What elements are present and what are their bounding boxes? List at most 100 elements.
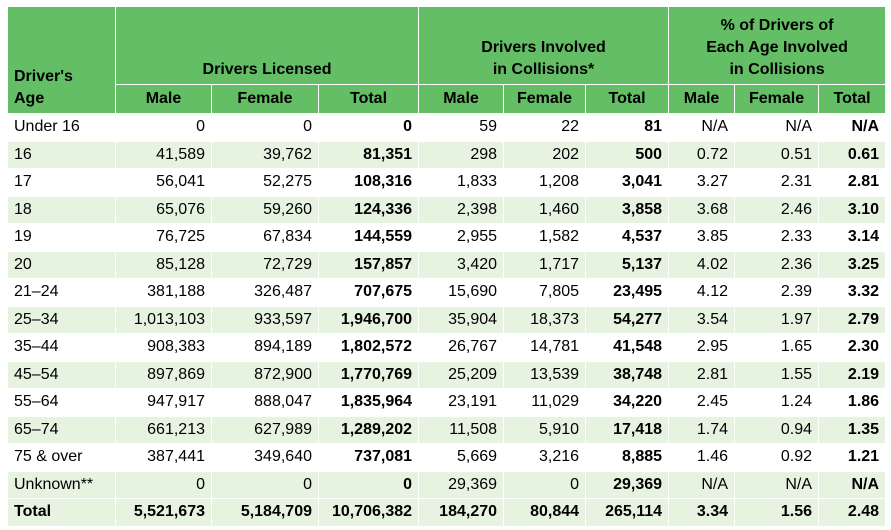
- table-row: 45–54 897,869 872,900 1,770,769 25,209 13,539…: [7, 360, 887, 389]
- cell-licensed-total: 737,081: [317, 443, 420, 472]
- table-body: Under 16 0 0 0 59 22 81 N/A N/A N/A 16 41,589 39,762…: [7, 113, 887, 527]
- cell-involved-female: 18,373: [503, 305, 587, 334]
- cell-involved-male: 25,209: [418, 360, 505, 389]
- header-percent-line-1: % of Drivers of: [720, 17, 834, 34]
- cell-percent-total: 1.21: [818, 443, 887, 472]
- cell-percent-male: 3.54: [668, 305, 736, 334]
- cell-percent-male: 2.95: [668, 333, 736, 362]
- cell-percent-total: 3.10: [818, 195, 887, 224]
- cell-involved-male: 298: [418, 140, 505, 169]
- cell-involved-female: 80,844: [503, 498, 587, 527]
- cell-involved-female: 22: [503, 113, 587, 142]
- cell-involved-female: 1,582: [503, 223, 587, 252]
- cell-age: 21–24: [7, 278, 116, 307]
- cell-licensed-female: 52,275: [211, 168, 319, 197]
- table-row: 75 & over 387,441 349,640 737,081 5,669 3,216…: [7, 443, 887, 472]
- cell-percent-female: 0.92: [734, 443, 820, 472]
- cell-age: 45–54: [7, 360, 116, 389]
- cell-involved-male: 2,955: [418, 223, 505, 252]
- table-row: 17 56,041 52,275 108,316 1,833 1,208 3,041 3.27…: [7, 168, 887, 197]
- table-row: 55–64 947,917 888,047 1,835,964 23,191 11,029…: [7, 388, 887, 417]
- cell-involved-male: 29,369: [418, 470, 505, 499]
- cell-percent-total: 0.61: [818, 140, 887, 169]
- cell-percent-total: N/A: [818, 113, 887, 142]
- cell-age: 19: [7, 223, 116, 252]
- cell-licensed-male: 76,725: [115, 223, 212, 252]
- header-percent-line-3: in Collisions: [729, 61, 825, 78]
- cell-percent-total: 1.86: [818, 388, 887, 417]
- cell-licensed-total: 81,351: [317, 140, 420, 169]
- cell-involved-total: 3,858: [585, 195, 670, 224]
- cell-involved-total: 29,369: [585, 470, 670, 499]
- cell-licensed-female: 872,900: [211, 360, 319, 389]
- cell-involved-total: 265,114: [585, 498, 670, 527]
- table-row: 65–74 661,213 627,989 1,289,202 11,508 5,910 1…: [7, 415, 887, 444]
- table-row: 35–44 908,383 894,189 1,802,572 26,767 14,781…: [7, 333, 887, 362]
- header-drivers-involved: Drivers Involved in Collisions*: [418, 6, 670, 85]
- cell-involved-female: 1,460: [503, 195, 587, 224]
- cell-licensed-total: 1,835,964: [317, 388, 420, 417]
- cell-involved-total: 8,885: [585, 443, 670, 472]
- cell-licensed-male: 65,076: [115, 195, 212, 224]
- cell-licensed-male: 0: [115, 470, 212, 499]
- cell-age: 75 & over: [7, 443, 116, 472]
- cell-licensed-female: 0: [211, 113, 319, 142]
- cell-involved-female: 1,208: [503, 168, 587, 197]
- cell-age: Under 16: [7, 113, 116, 142]
- cell-percent-female: N/A: [734, 113, 820, 142]
- cell-licensed-female: 72,729: [211, 250, 319, 279]
- subheader-involved-total: Total: [585, 84, 670, 114]
- cell-licensed-male: 661,213: [115, 415, 212, 444]
- cell-involved-male: 184,270: [418, 498, 505, 527]
- table-row: Under 16 0 0 0 59 22 81 N/A N/A N/A: [7, 113, 887, 142]
- table-row: 25–34 1,013,103 933,597 1,946,700 35,904 18,3…: [7, 305, 887, 334]
- table-row: Unknown** 0 0 0 29,369 0 29,369 N/A N/A N/A: [7, 470, 887, 499]
- cell-percent-male: 3.68: [668, 195, 736, 224]
- cell-licensed-female: 888,047: [211, 388, 319, 417]
- cell-licensed-female: 59,260: [211, 195, 319, 224]
- cell-licensed-female: 0: [211, 470, 319, 499]
- collisions-by-age-table-container: Driver's Age Drivers Licensed Drivers Inv…: [7, 6, 887, 527]
- header-sub-row: Male Female Total Male Female Total Male…: [8, 84, 887, 114]
- cell-involved-female: 13,539: [503, 360, 587, 389]
- header-drivers-licensed: Drivers Licensed: [114, 6, 420, 85]
- cell-percent-male: 2.45: [668, 388, 736, 417]
- subheader-percent-male: Male: [668, 84, 736, 114]
- cell-percent-total: 2.79: [818, 305, 887, 334]
- table-row: 16 41,589 39,762 81,351 298 202 500 0.72 0.51 0.6…: [7, 140, 887, 169]
- cell-licensed-male: 85,128: [115, 250, 212, 279]
- cell-percent-male: 1.46: [668, 443, 736, 472]
- cell-percent-female: 2.36: [734, 250, 820, 279]
- cell-licensed-male: 387,441: [115, 443, 212, 472]
- cell-percent-female: 2.39: [734, 278, 820, 307]
- subheader-licensed-female: Female: [211, 84, 319, 114]
- cell-age: 55–64: [7, 388, 116, 417]
- cell-percent-total: 2.19: [818, 360, 887, 389]
- cell-age: Unknown**: [7, 470, 116, 499]
- cell-percent-total: 2.81: [818, 168, 887, 197]
- cell-licensed-female: 894,189: [211, 333, 319, 362]
- cell-percent-total: 3.32: [818, 278, 887, 307]
- cell-involved-total: 41,548: [585, 333, 670, 362]
- cell-involved-male: 59: [418, 113, 505, 142]
- header-involved-line-1: Drivers Involved: [481, 39, 606, 56]
- cell-licensed-female: 39,762: [211, 140, 319, 169]
- header-age-line-1: Driver's: [14, 68, 73, 85]
- cell-involved-female: 11,029: [503, 388, 587, 417]
- cell-involved-male: 1,833: [418, 168, 505, 197]
- cell-licensed-total: 1,802,572: [317, 333, 420, 362]
- cell-licensed-female: 326,487: [211, 278, 319, 307]
- subheader-licensed-male: Male: [115, 84, 212, 114]
- cell-percent-female: 2.46: [734, 195, 820, 224]
- cell-age: 65–74: [7, 415, 116, 444]
- cell-licensed-total: 1,946,700: [317, 305, 420, 334]
- cell-licensed-male: 5,521,673: [115, 498, 212, 527]
- cell-licensed-total: 0: [317, 113, 420, 142]
- cell-involved-male: 35,904: [418, 305, 505, 334]
- table-row: 21–24 381,188 326,487 707,675 15,690 7,805 23,…: [7, 278, 887, 307]
- cell-percent-total: 2.48: [818, 498, 887, 527]
- header-percent-involved: % of Drivers of Each Age Involved in Colli…: [668, 6, 887, 85]
- cell-percent-male: 0.72: [668, 140, 736, 169]
- header-involved-line-2: in Collisions*: [492, 61, 595, 78]
- cell-involved-female: 202: [503, 140, 587, 169]
